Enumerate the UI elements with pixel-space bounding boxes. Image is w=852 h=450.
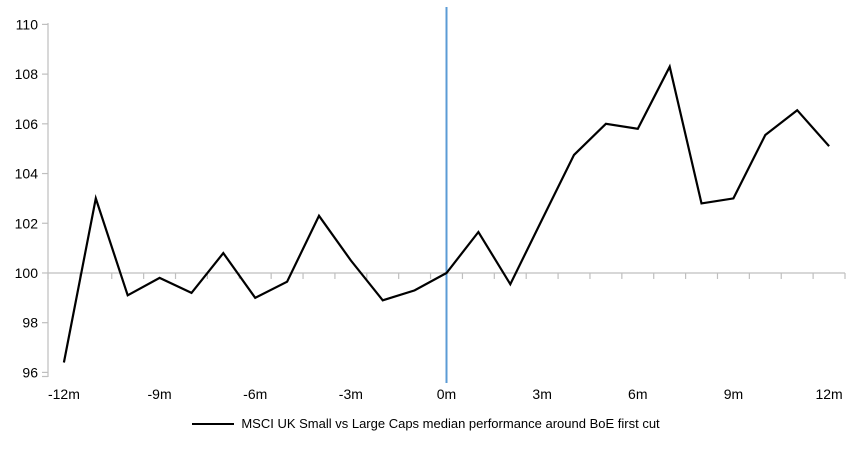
series-line [62, 63, 830, 363]
y-tick-label: 98 [22, 315, 38, 331]
y-tick-label: 106 [15, 116, 39, 132]
x-tick-label: 3m [532, 386, 551, 402]
legend-label: MSCI UK Small vs Large Caps median perfo… [241, 416, 660, 431]
legend: MSCI UK Small vs Large Caps median perfo… [0, 416, 852, 431]
x-tick-label: -3m [339, 386, 363, 402]
x-tick-label: 0m [437, 386, 456, 402]
x-tick-label: -6m [243, 386, 267, 402]
y-tick-label: 108 [15, 66, 39, 82]
x-tick-label: 9m [724, 386, 743, 402]
y-tick-label: 104 [15, 166, 39, 182]
y-tick-label: 110 [16, 16, 39, 32]
y-tick-label: 100 [15, 265, 39, 281]
y-tick-label: 102 [15, 215, 39, 231]
x-tick-label: 12m [815, 386, 842, 402]
x-tick-label: -12m [48, 386, 80, 402]
legend-line-swatch [192, 422, 235, 425]
y-tick-label: 96 [22, 364, 38, 380]
x-tick-label: 6m [628, 386, 647, 402]
x-tick-label: -9m [148, 386, 172, 402]
